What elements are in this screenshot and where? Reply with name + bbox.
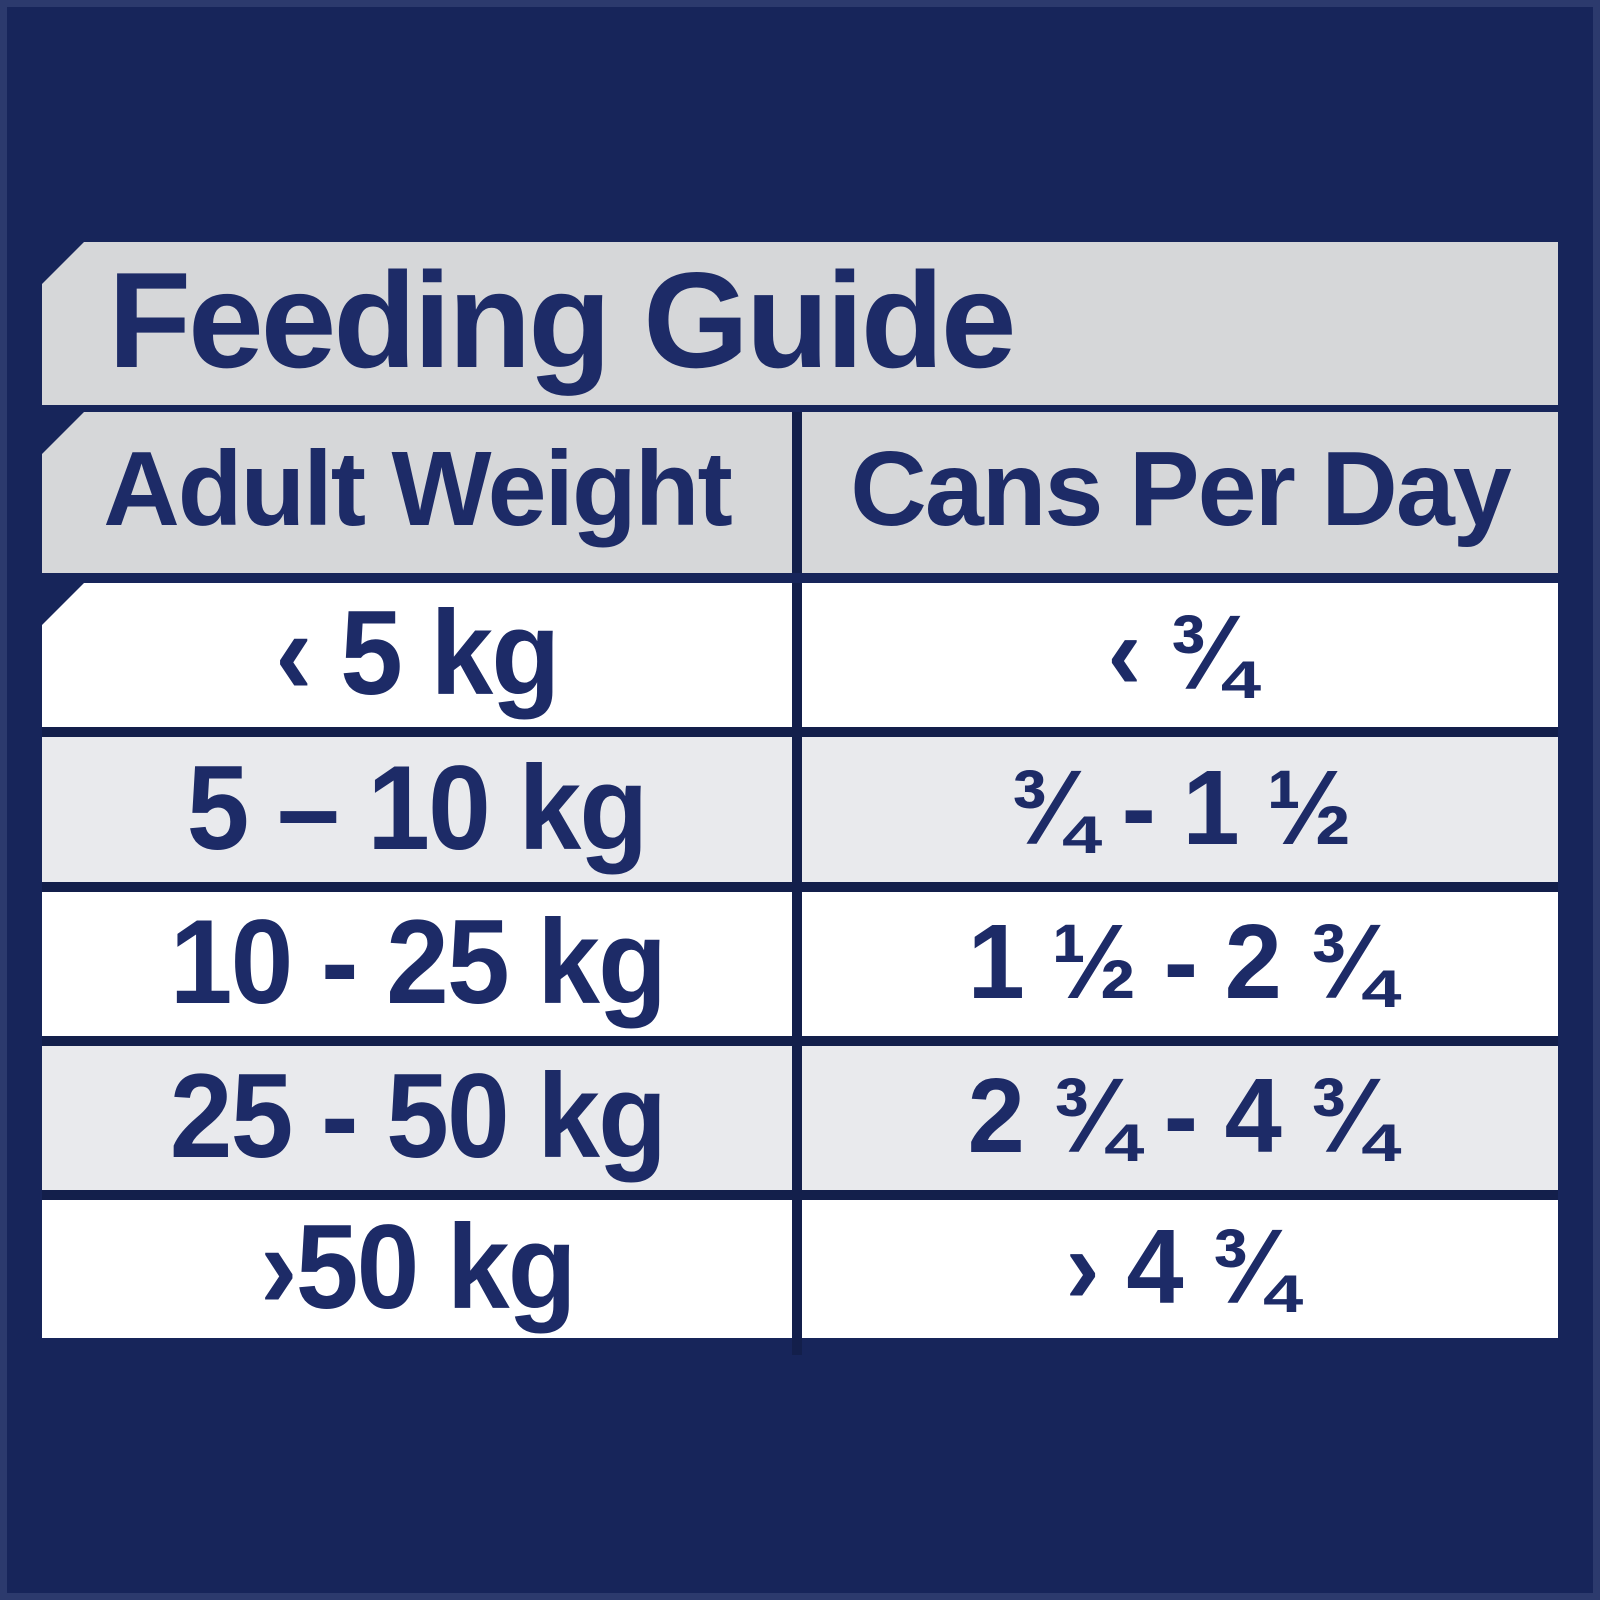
page-title: Feeding Guide <box>108 243 1016 396</box>
weight-value: 25 - 50 kg <box>169 1049 666 1183</box>
weight-value: ›50 kg <box>259 1200 577 1334</box>
column-header-cans-per-day: Cans Per Day <box>802 412 1558 573</box>
weight-value: 10 - 25 kg <box>169 895 666 1029</box>
column-divider <box>792 1200 802 1338</box>
row-divider <box>42 1036 1558 1046</box>
column-divider-stub <box>792 1338 802 1355</box>
adult-weight-header-label: Adult Weight <box>103 429 733 548</box>
header-body-divider <box>42 573 1558 583</box>
weight-cell: 10 - 25 kg <box>42 892 792 1036</box>
table-row: 10 - 25 kg 1 ½ - 2 ¾ <box>42 892 1558 1036</box>
cans-value: ‹ ¾ <box>1107 594 1254 712</box>
cans-value: › 4 ¾ <box>1065 1208 1295 1326</box>
weight-cell: ›50 kg <box>42 1200 792 1338</box>
row-divider <box>42 727 1558 737</box>
table-row: 5 – 10 kg ¾ - 1 ½ <box>42 737 1558 882</box>
table-row: ›50 kg › 4 ¾ <box>42 1200 1558 1338</box>
weight-cell: 25 - 50 kg <box>42 1046 792 1190</box>
column-divider <box>792 892 802 1036</box>
table-row: ‹ 5 kg ‹ ¾ <box>42 583 1558 727</box>
column-divider <box>792 1046 802 1190</box>
column-divider <box>792 583 802 727</box>
title-bar: Feeding Guide <box>42 242 1558 405</box>
column-divider <box>792 412 802 573</box>
cans-cell: 1 ½ - 2 ¾ <box>802 892 1558 1036</box>
row-divider <box>42 882 1558 892</box>
weight-value: 5 – 10 kg <box>187 740 649 875</box>
cans-cell: › 4 ¾ <box>802 1200 1558 1338</box>
table-header-row: Adult Weight Cans Per Day <box>42 412 1558 573</box>
feeding-guide-table: Feeding Guide Adult Weight Cans Per Day … <box>42 242 1558 1338</box>
cans-value: 1 ½ - 2 ¾ <box>967 903 1394 1021</box>
cans-cell: 2 ¾ - 4 ¾ <box>802 1046 1558 1190</box>
table-row: 25 - 50 kg 2 ¾ - 4 ¾ <box>42 1046 1558 1190</box>
weight-cell: ‹ 5 kg <box>42 583 792 727</box>
cans-per-day-header-label: Cans Per Day <box>850 429 1511 548</box>
cans-cell: ‹ ¾ <box>802 583 1558 727</box>
cans-cell: ¾ - 1 ½ <box>802 737 1558 882</box>
weight-value: ‹ 5 kg <box>275 586 560 720</box>
column-header-adult-weight: Adult Weight <box>42 412 792 573</box>
column-divider <box>792 737 802 882</box>
cans-value: 2 ¾ - 4 ¾ <box>967 1057 1394 1175</box>
cans-value: ¾ - 1 ½ <box>1009 748 1352 867</box>
weight-cell: 5 – 10 kg <box>42 737 792 882</box>
row-divider <box>42 1190 1558 1200</box>
title-header-divider <box>42 405 1558 412</box>
